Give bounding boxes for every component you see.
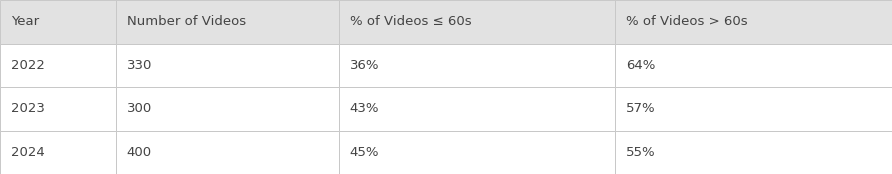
Text: 2024: 2024	[11, 146, 45, 159]
Bar	[615, 130, 892, 174]
Text: Number of Videos: Number of Videos	[127, 15, 246, 28]
Bar	[339, 87, 615, 130]
Bar	[0, 87, 116, 130]
Text: % of Videos ≤ 60s: % of Videos ≤ 60s	[350, 15, 471, 28]
Text: 300: 300	[127, 102, 152, 115]
Text: 45%: 45%	[350, 146, 379, 159]
Text: 330: 330	[127, 59, 152, 72]
Text: % of Videos > 60s: % of Videos > 60s	[626, 15, 747, 28]
Bar	[339, 44, 615, 87]
Text: 400: 400	[127, 146, 152, 159]
Bar	[339, 130, 615, 174]
Bar	[615, 44, 892, 87]
Bar	[0, 44, 116, 87]
Bar	[116, 44, 339, 87]
Text: 57%: 57%	[626, 102, 656, 115]
Bar	[116, 0, 339, 44]
Bar	[0, 0, 116, 44]
Bar	[0, 130, 116, 174]
Bar	[116, 87, 339, 130]
Text: 2022: 2022	[11, 59, 45, 72]
Bar	[615, 0, 892, 44]
Text: 43%: 43%	[350, 102, 379, 115]
Bar	[116, 130, 339, 174]
Text: 64%: 64%	[626, 59, 656, 72]
Bar	[339, 0, 615, 44]
Bar	[615, 87, 892, 130]
Text: 2023: 2023	[11, 102, 45, 115]
Text: 36%: 36%	[350, 59, 379, 72]
Text: Year: Year	[11, 15, 39, 28]
Text: 55%: 55%	[626, 146, 656, 159]
